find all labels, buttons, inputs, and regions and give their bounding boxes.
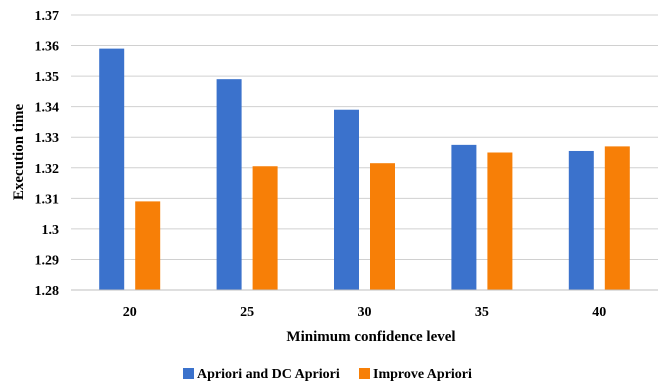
x-tick-label: 35 [475,305,489,320]
bar-apriori-dc-35 [451,144,477,290]
y-tick-label: 1.29 [35,253,60,268]
y-tick-label: 1.34 [35,101,60,116]
y-tick-label: 1.28 [35,284,60,299]
x-tick-label: 25 [240,305,254,320]
bar-apriori-dc-30 [334,109,359,290]
x-tick-label: 20 [123,305,137,320]
y-tick-label: 1.33 [35,131,60,146]
x-tick-label: 30 [358,305,372,320]
bars [99,48,630,291]
bar-apriori-dc-25 [216,79,242,291]
y-tick-label: 1.36 [35,40,60,55]
bar-improve-20 [135,201,161,290]
x-axis-ticks: 20 25 30 35 40 [123,305,607,320]
y-tick-label: 1.32 [35,162,60,177]
gridlines [71,14,658,260]
bar-improve-25 [252,166,278,290]
legend: Apriori and DC Apriori Improve Apriori [183,367,472,382]
legend-swatch [183,368,194,379]
y-axis-title: Execution time [11,104,27,201]
bar-improve-40 [604,146,630,290]
legend-label: Improve Apriori [373,367,472,382]
legend-label: Apriori and DC Apriori [197,367,340,382]
bar-apriori-dc-20 [99,48,125,290]
bar-apriori-dc-40 [568,150,594,290]
x-tick-label: 40 [592,305,606,320]
y-tick-label: 1.3 [42,223,60,238]
y-axis-ticks: 1.28 1.29 1.3 1.31 1.32 1.33 1.34 1.35 1.36 1.37 [35,9,60,299]
bar-improve-30 [370,163,395,290]
y-tick-label: 1.31 [35,192,60,207]
y-tick-label: 1.35 [35,70,60,85]
bar-improve-35 [487,152,513,290]
x-axis-title: Minimum confidence level [286,329,455,345]
legend-swatch [359,368,370,379]
y-tick-label: 1.37 [35,9,60,24]
